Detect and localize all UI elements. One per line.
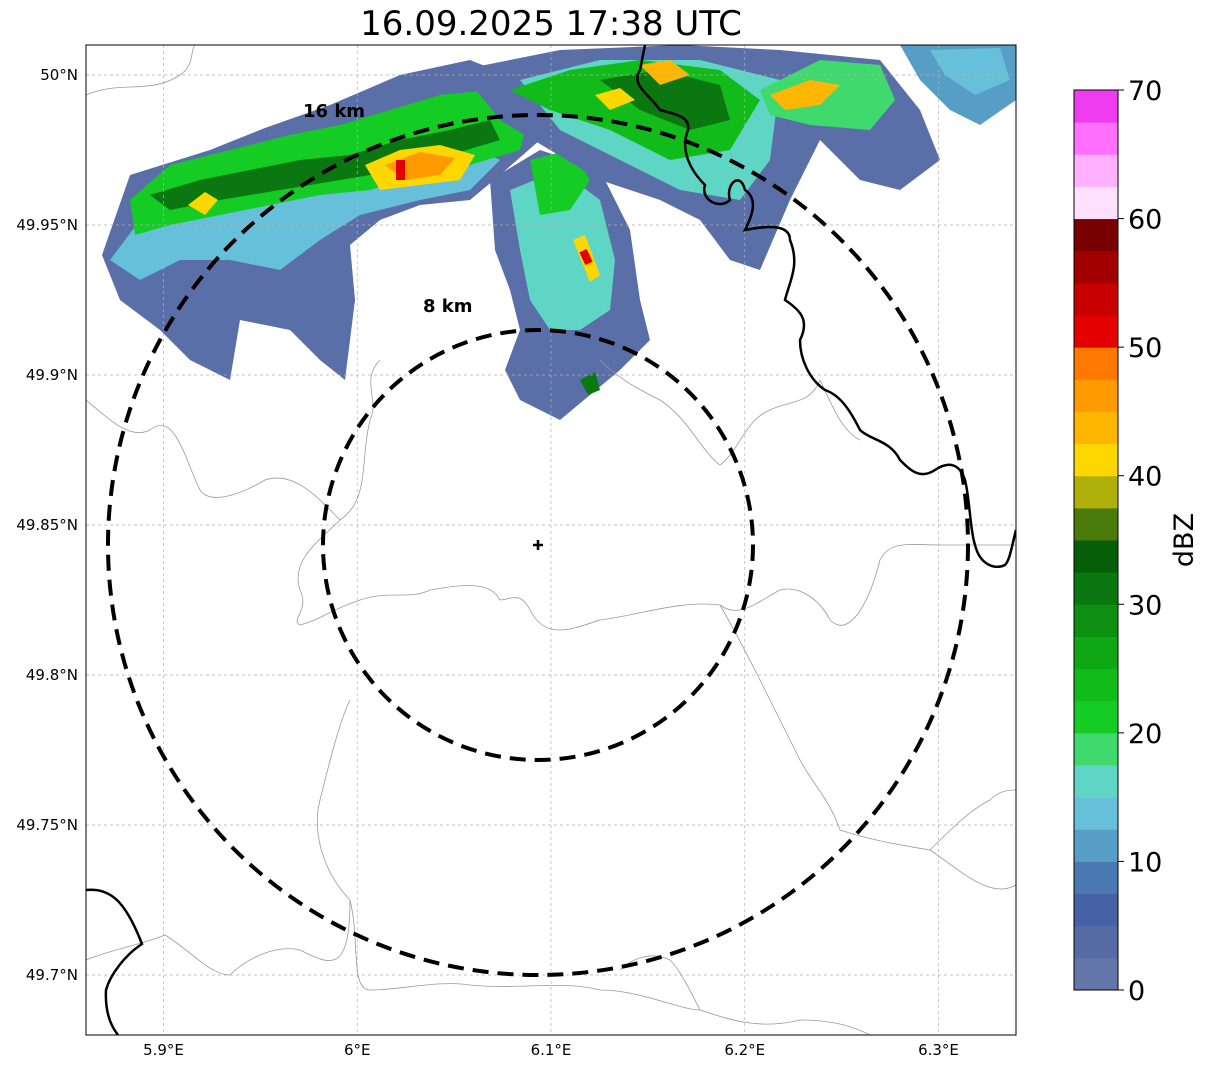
radar-site-marker xyxy=(533,540,543,550)
colorbar-segment xyxy=(1074,572,1118,605)
colorbar-segment xyxy=(1074,379,1118,412)
colorbar-segment xyxy=(1074,411,1118,445)
colorbar-label: dBZ xyxy=(1169,513,1200,567)
colorbar-segment xyxy=(1074,797,1118,830)
lat-tick-label: 49.95°N xyxy=(16,216,78,234)
colorbar-tick-label: 70 xyxy=(1128,76,1162,107)
colorbar-segment xyxy=(1074,604,1118,637)
colorbar-segment xyxy=(1074,186,1118,220)
colorbar-segment xyxy=(1074,861,1118,895)
echo-band-far-ne-light xyxy=(930,48,1010,95)
lat-tick-label: 49.85°N xyxy=(16,516,78,534)
range-rings xyxy=(106,113,970,977)
echo-core-north xyxy=(640,60,690,85)
lat-tick-label: 49.75°N xyxy=(16,816,78,834)
admin-boundaries xyxy=(86,45,1016,1035)
colorbar-tick-label: 10 xyxy=(1128,847,1162,878)
range-ring-8km xyxy=(321,328,755,762)
colorbar-segment xyxy=(1074,893,1118,927)
lat-tick-label: 49.8°N xyxy=(26,666,78,684)
colorbar-segment xyxy=(1074,957,1118,991)
lat-tick-label: 49.9°N xyxy=(26,366,78,384)
colorbar-segment xyxy=(1074,347,1118,380)
plot-frame xyxy=(85,44,1017,1036)
echo-tongue-central-green xyxy=(530,150,590,215)
colorbar-segment xyxy=(1074,122,1118,155)
lon-tick-label: 6.1°E xyxy=(531,1041,572,1059)
range-ring-16km xyxy=(106,113,970,977)
colorbar-segment xyxy=(1074,507,1118,541)
lon-tick-label: 6°E xyxy=(344,1041,371,1059)
lon-tick-label: 6.3°E xyxy=(918,1041,959,1059)
echo-tongue-central-cyan xyxy=(510,170,615,330)
colorbar-segment xyxy=(1074,475,1118,509)
colorbar-segment xyxy=(1074,668,1118,702)
colorbar-frame xyxy=(1073,89,1119,991)
map-title: 16.09.2025 17:38 UTC xyxy=(360,4,742,44)
colorbar-tick-label: 60 xyxy=(1128,205,1162,236)
colorbar-segment xyxy=(1074,540,1118,573)
lon-tick-label: 5.9°E xyxy=(143,1041,184,1059)
colorbar-segment xyxy=(1074,90,1118,123)
axis-ticks: 5.9°E 6°E 6.1°E 6.2°E 6.3°E 50°N 49.95°N 49.9°N… xyxy=(16,66,959,1059)
colorbar-segment xyxy=(1074,700,1118,734)
ring-label-8km: 8 km xyxy=(423,296,473,317)
colorbar-segment xyxy=(1074,829,1118,862)
echo-cell-far-west xyxy=(188,192,218,215)
lat-tick-label: 49.7°N xyxy=(26,966,78,984)
lat-tick-label: 50°N xyxy=(40,66,78,84)
echo-cell-south-tip xyxy=(580,372,600,395)
colorbar-tick-label: 40 xyxy=(1128,462,1162,493)
colorbar-segment xyxy=(1074,765,1118,798)
echo-band-west-darkgreen xyxy=(150,120,500,210)
echo-band-north-darkgreen xyxy=(600,70,730,130)
colorbar-tick-label: 50 xyxy=(1128,333,1162,364)
colorbar-segment xyxy=(1074,315,1118,348)
colorbar-tick-label: 30 xyxy=(1128,590,1162,621)
colorbar-segment xyxy=(1074,443,1118,477)
colorbar-segment xyxy=(1074,636,1118,670)
colorbar: 0 10 20 30 40 50 60 70 dBZ xyxy=(1073,76,1200,1007)
echo-core-west-red xyxy=(396,160,405,180)
colorbar-tick-label: 20 xyxy=(1128,719,1162,750)
colorbar-segment xyxy=(1074,250,1118,284)
colorbar-segment xyxy=(1074,218,1118,252)
colorbar-segment xyxy=(1074,732,1118,766)
colorbar-segment xyxy=(1074,925,1118,959)
colorbar-segment xyxy=(1074,282,1118,316)
echo-core-north-2 xyxy=(595,88,635,110)
colorbar-tick-label: 0 xyxy=(1128,976,1145,1007)
ring-label-16km: 16 km xyxy=(303,101,365,122)
colorbar-segment xyxy=(1074,154,1118,187)
lon-tick-label: 6.2°E xyxy=(724,1041,765,1059)
echo-core-ne xyxy=(770,80,840,110)
national-borders xyxy=(86,45,1016,1035)
echo-core-central-red xyxy=(579,248,593,266)
